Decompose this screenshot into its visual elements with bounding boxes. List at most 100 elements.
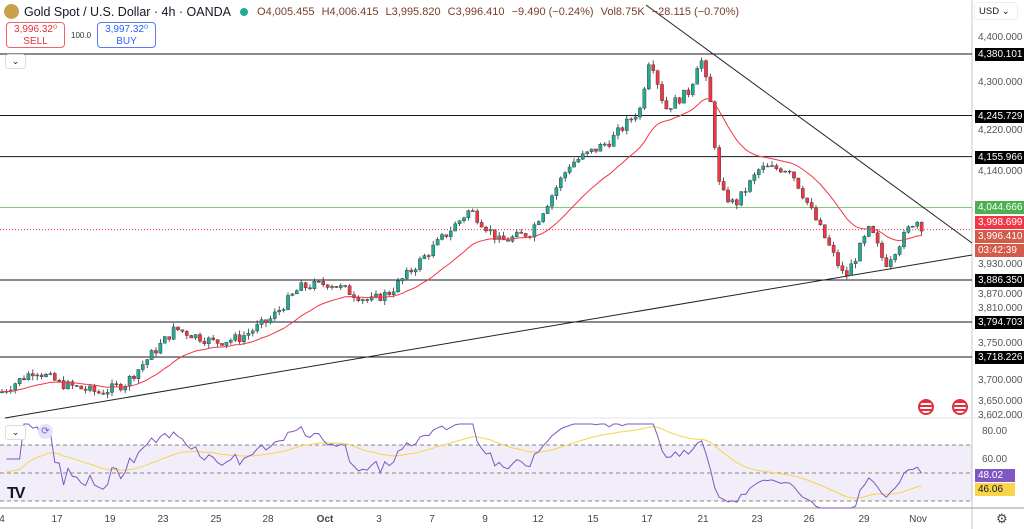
bullish-candle	[488, 229, 493, 232]
price-axis-label: 3,870.000	[978, 289, 1023, 300]
buy-button[interactable]: 3,997.32⁰ BUY	[97, 22, 157, 48]
bullish-candle	[246, 332, 251, 336]
bullish-candle	[44, 374, 48, 377]
bullish-candle	[145, 359, 150, 365]
bullish-candle	[537, 221, 541, 225]
trade-panel: 3,996.32⁰ SELL 100.0 3,997.32⁰ BUY	[6, 22, 157, 48]
bullish-candle	[783, 170, 787, 173]
bearish-candle	[827, 237, 831, 246]
buy-label: BUY	[116, 36, 137, 47]
bullish-candle	[867, 226, 871, 237]
bearish-candle	[823, 224, 827, 239]
bearish-candle	[325, 284, 330, 288]
close-value: C3,996.410	[447, 5, 505, 18]
market-status-icon	[240, 7, 249, 16]
currency-select[interactable]: USD ⌄	[974, 2, 1018, 20]
price-axis-label: 4,400.000	[978, 32, 1023, 43]
bullish-candle	[361, 299, 365, 301]
bullish-candle	[422, 255, 427, 259]
bearish-candle	[198, 334, 202, 342]
bearish-candle	[831, 244, 836, 253]
bullish-candle	[691, 84, 695, 95]
bullish-candle	[515, 231, 519, 237]
ma-value-label: 46.06	[975, 483, 1015, 496]
bearish-candle	[880, 242, 884, 258]
bearish-candle	[787, 170, 792, 173]
us-event-flag-icon[interactable]	[952, 399, 968, 415]
time-axis-label: 29	[858, 514, 870, 525]
us-event-flag-icon[interactable]	[918, 399, 934, 415]
bearish-candle	[704, 60, 708, 78]
bearish-candle	[765, 165, 770, 168]
bearish-candle	[484, 226, 488, 232]
sync-icon[interactable]: ⟳	[38, 424, 53, 439]
bullish-candle	[748, 180, 752, 192]
bearish-candle	[321, 281, 326, 286]
low-value: L3,995.820	[385, 5, 441, 18]
bullish-candle	[431, 244, 436, 256]
price-axis-label: 3,930.000	[978, 259, 1023, 270]
descending-trendline	[645, 4, 973, 244]
bearish-candle	[664, 100, 669, 110]
settings-icon[interactable]: ⚙	[996, 511, 1008, 526]
bullish-candle	[611, 134, 616, 147]
collapse-rsi-legend-button[interactable]: ⌄	[5, 425, 26, 440]
level-price-label: 4,155.966	[975, 151, 1024, 164]
bullish-candle	[396, 280, 400, 293]
collapse-legend-button[interactable]: ⌄	[5, 54, 26, 69]
bullish-candle	[273, 311, 277, 319]
bearish-candle	[61, 380, 66, 389]
bearish-candle	[607, 143, 611, 147]
bullish-candle	[127, 376, 132, 387]
gold-logo-icon	[4, 4, 19, 19]
bullish-candle	[312, 281, 317, 289]
bullish-candle	[572, 161, 576, 168]
bearish-candle	[620, 127, 625, 131]
bullish-candle	[739, 191, 743, 206]
bearish-candle	[501, 235, 506, 241]
price-axis-label: 4,140.000	[978, 166, 1023, 177]
bullish-candle	[853, 260, 858, 265]
bearish-candle	[523, 233, 528, 237]
bearish-candle	[919, 222, 924, 232]
time-axis-label: 12	[532, 514, 544, 525]
level-price-label: 3,794.703	[975, 316, 1024, 329]
rsi-axis-label: 80.00	[982, 426, 1008, 437]
bullish-candle	[585, 151, 589, 154]
bearish-candle	[884, 257, 889, 267]
bullish-candle	[633, 116, 638, 120]
ema-line	[2, 98, 922, 393]
time-axis-label: 28	[262, 514, 274, 525]
bearish-candle	[317, 281, 321, 283]
bullish-candle	[550, 195, 554, 207]
bullish-candle	[110, 383, 114, 393]
bullish-candle	[625, 118, 629, 131]
bullish-candle	[616, 127, 620, 136]
tradingview-logo: TV	[7, 485, 26, 502]
bearish-candle	[519, 231, 523, 234]
time-axis-label: 17	[51, 514, 63, 525]
time-axis-label: Oct	[316, 514, 334, 525]
bullish-candle	[752, 174, 757, 181]
sell-button[interactable]: 3,996.32⁰ SELL	[6, 22, 65, 48]
level-price-label: 3,886.350	[975, 274, 1024, 287]
bearish-candle	[409, 269, 414, 273]
bullish-candle	[567, 166, 572, 173]
bullish-candle	[140, 364, 145, 370]
bullish-candle	[435, 239, 440, 246]
bullish-candle	[695, 68, 699, 85]
bullish-candle	[48, 373, 53, 375]
bearish-candle	[717, 147, 721, 182]
rsi-line	[6, 423, 923, 509]
bearish-candle	[506, 239, 510, 242]
bearish-candle	[343, 285, 348, 287]
bullish-candle	[699, 60, 704, 69]
bullish-candle	[418, 258, 422, 270]
rsi-axis-label: 60.00	[982, 454, 1008, 465]
symbol-title[interactable]: Gold Spot / U.S. Dollar · 4h · OANDA	[24, 4, 232, 19]
bullish-candle	[862, 236, 867, 244]
price-axis-label: 3,750.000	[978, 338, 1023, 349]
bullish-candle	[339, 285, 343, 288]
bearish-candle	[779, 168, 783, 173]
